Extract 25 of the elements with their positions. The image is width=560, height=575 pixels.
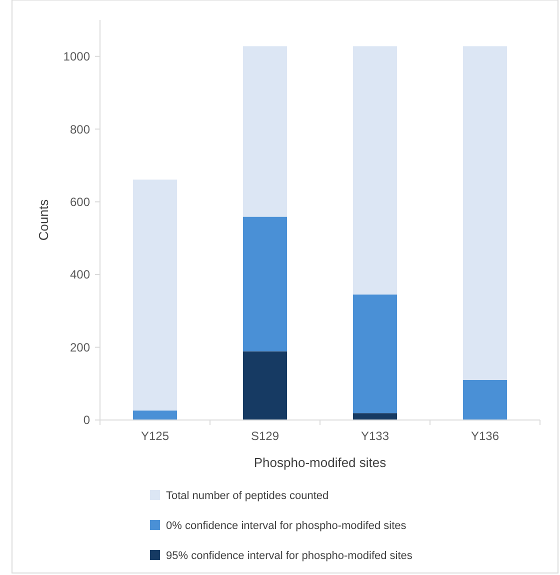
y-tick-label: 400 bbox=[70, 268, 90, 282]
bar bbox=[353, 294, 397, 414]
bar bbox=[243, 46, 287, 217]
x-tick-label: S129 bbox=[250, 429, 280, 443]
y-tick-label: 600 bbox=[70, 195, 90, 210]
bar bbox=[243, 351, 287, 420]
bar bbox=[243, 216, 287, 352]
x-tick-label: Y136 bbox=[470, 429, 500, 443]
bar bbox=[133, 180, 177, 411]
y-tick-label: 200 bbox=[70, 340, 90, 354]
bar bbox=[133, 410, 177, 420]
bar bbox=[463, 46, 507, 380]
bar bbox=[463, 380, 507, 420]
y-axis-title: Counts bbox=[36, 198, 51, 241]
x-tick-label: Y125 bbox=[140, 429, 170, 443]
x-axis-title: Phospho-modifed sites bbox=[254, 455, 387, 470]
y-tick-label: 1000 bbox=[63, 50, 90, 64]
bar bbox=[353, 46, 397, 295]
legend-label: 0% confidence interval for phospho-modifed sites bbox=[166, 520, 407, 532]
y-tick-label: 0 bbox=[83, 413, 90, 428]
x-tick-label: Y133 bbox=[360, 429, 390, 443]
bar bbox=[353, 413, 397, 420]
legend-label: Total number of peptides counted bbox=[166, 490, 329, 502]
y-tick-label: 800 bbox=[70, 122, 90, 136]
legend-label: 95% confidence interval for phospho-modifed sites bbox=[166, 550, 413, 562]
